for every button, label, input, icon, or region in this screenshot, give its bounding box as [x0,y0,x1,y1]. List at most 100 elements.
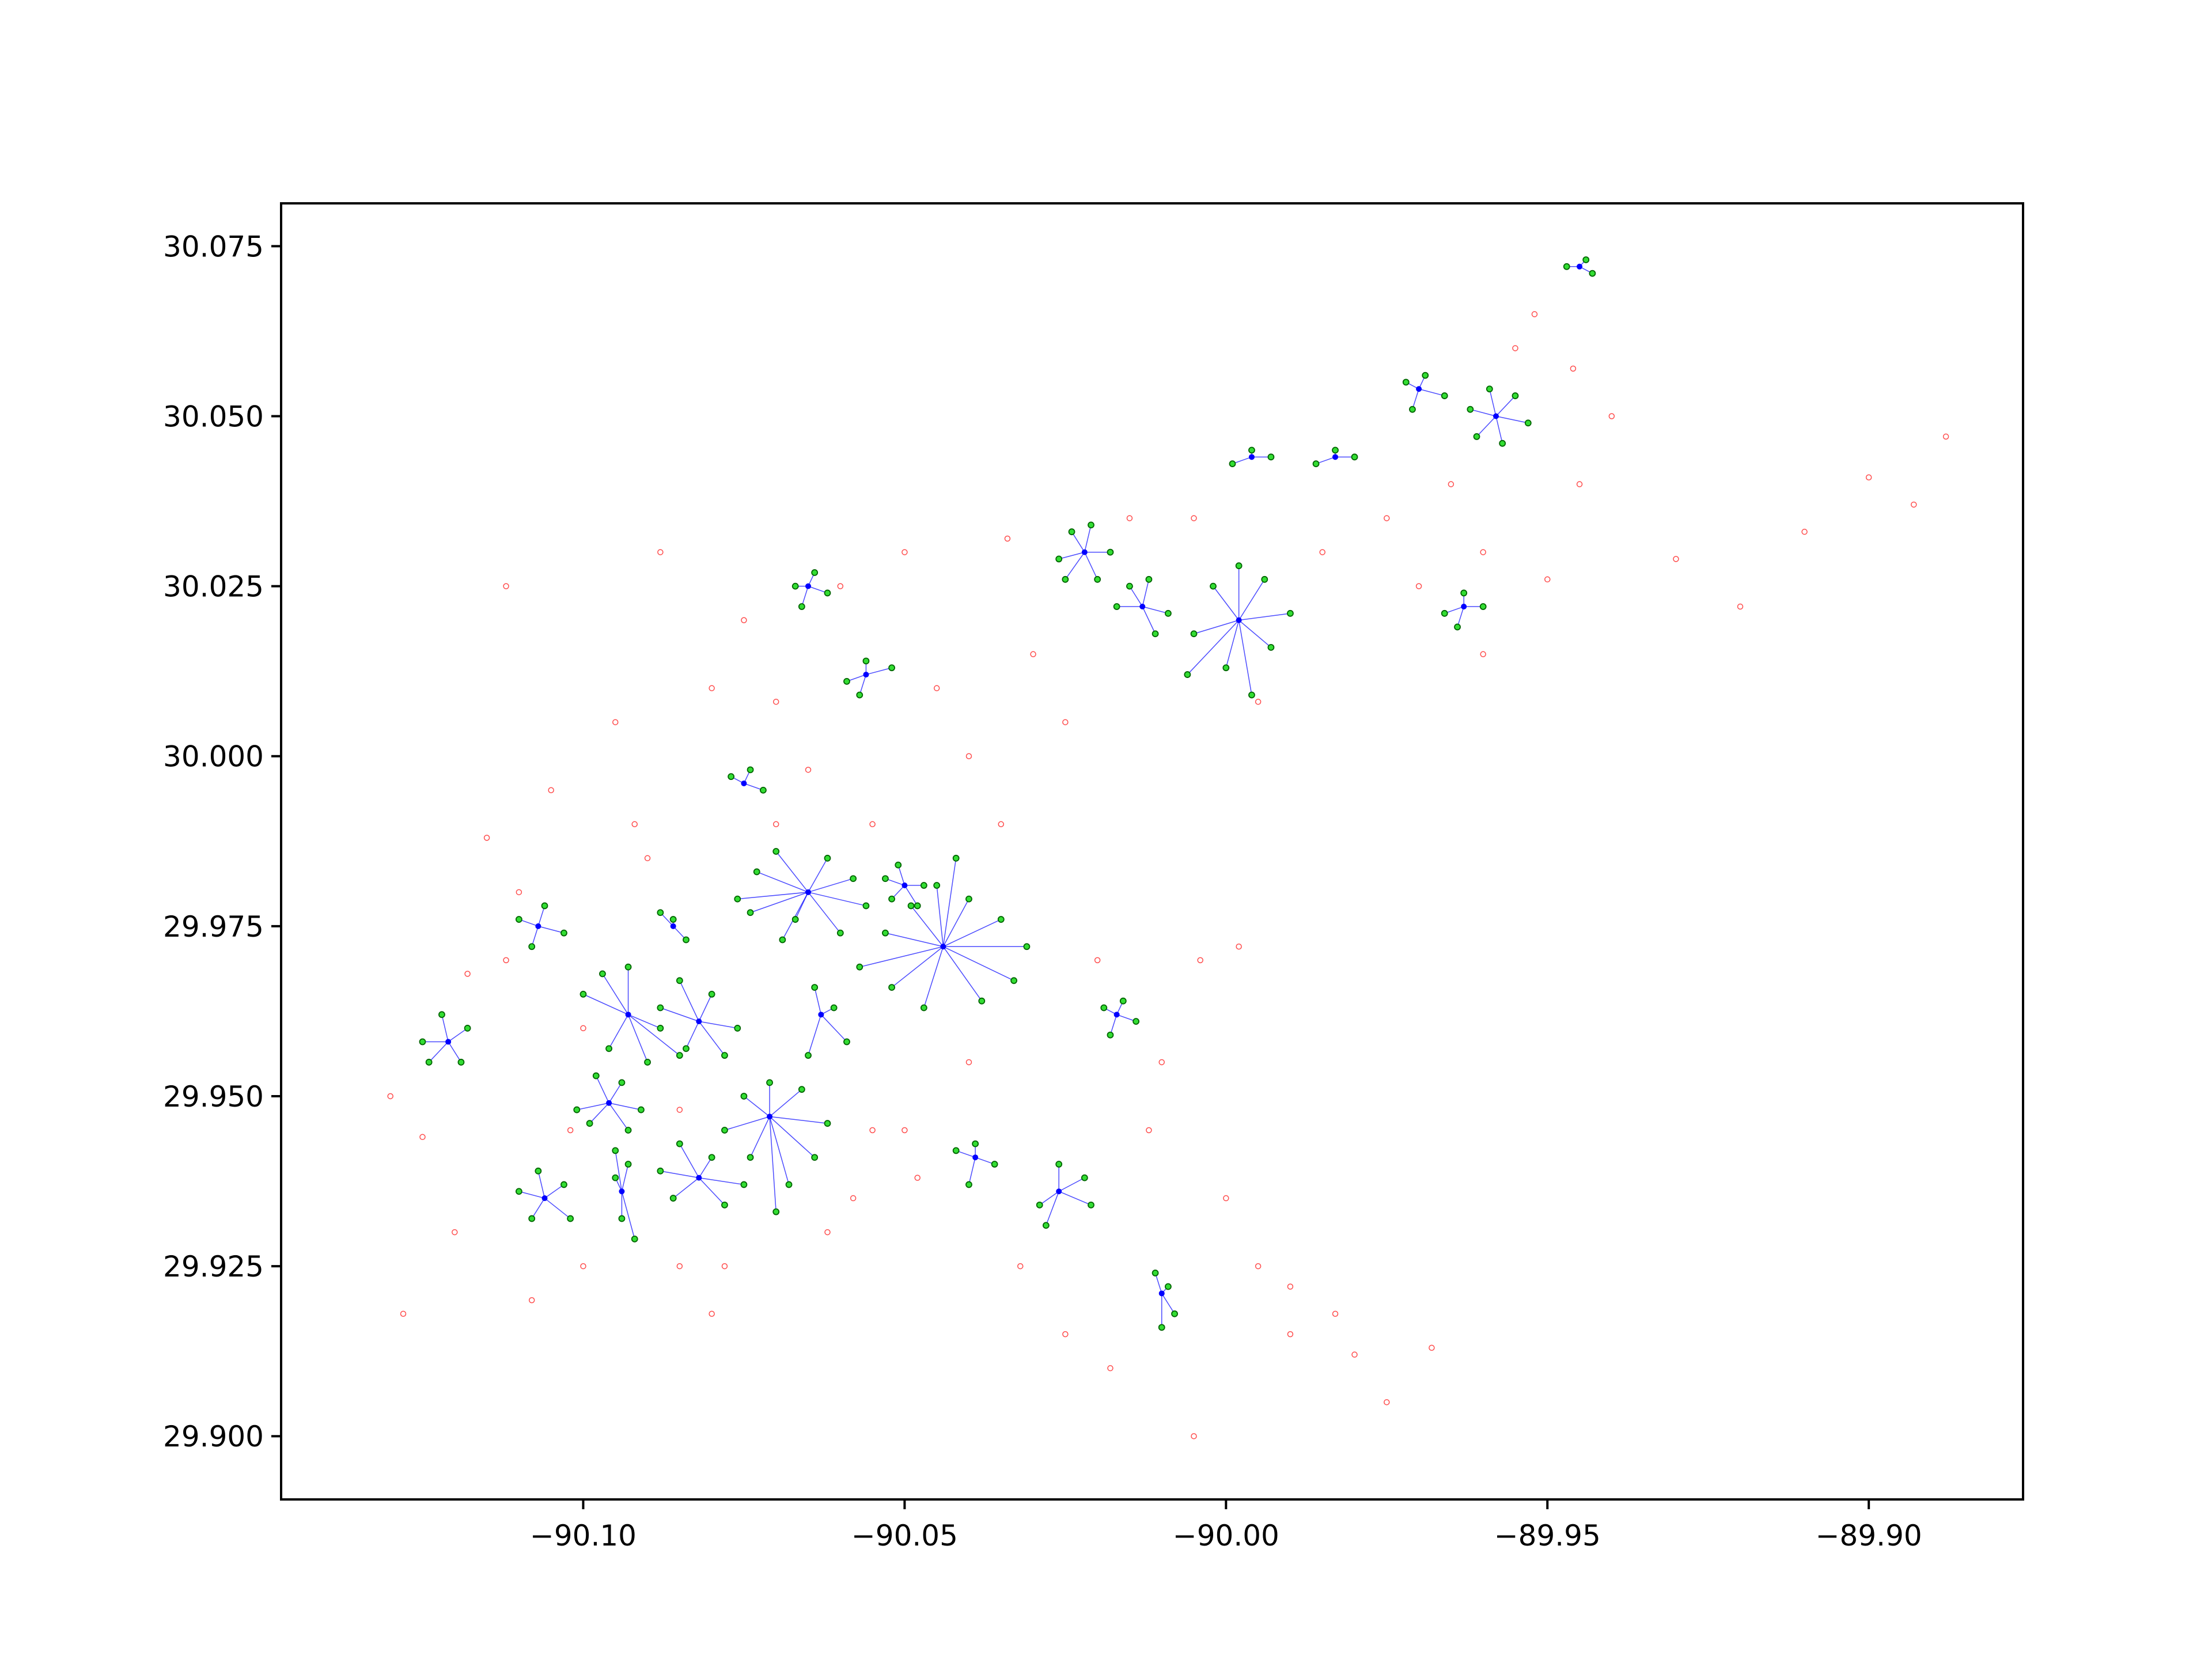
member-point [1055,1161,1063,1168]
member-link [537,1171,546,1199]
member-point [811,984,819,991]
member-point [683,936,690,944]
member-point [933,882,941,889]
noise-point [1287,1283,1294,1290]
member-link [448,1028,468,1043]
noise-point [805,767,812,773]
member-point [515,1188,522,1195]
noise-point [741,617,747,623]
cluster-center [1113,1012,1120,1018]
noise-point [631,821,638,828]
noise-point [580,1263,586,1270]
member-link [743,1096,770,1117]
member-link [782,892,809,940]
member-point [1145,575,1153,583]
member-point [907,902,915,910]
y-tick-label: 29.925 [163,1250,264,1283]
noise-point [1448,481,1455,487]
noise-point [1480,549,1486,555]
member-link [544,1184,565,1199]
cluster-center [1493,413,1499,419]
member-link [737,892,809,900]
cluster-center [1056,1188,1062,1195]
member-point [850,875,857,882]
cluster-center [767,1113,773,1120]
member-point [843,677,850,685]
member-link [628,1014,680,1056]
member-link [698,994,713,1022]
member-point [1036,1201,1043,1209]
noise-point [1332,1310,1339,1317]
member-point [1094,575,1101,583]
member-point [747,766,754,774]
noise-point [772,821,779,828]
member-link [808,585,828,594]
noise-point [580,1025,586,1032]
member-point [798,603,805,610]
member-point [791,582,799,590]
member-point [972,1140,979,1147]
member-point [1422,372,1429,379]
noise-point [1223,1195,1229,1202]
member-point [836,929,844,937]
member-point [605,1045,612,1052]
member-link [1142,606,1169,614]
cluster-center [1081,549,1088,555]
member-point [1351,453,1358,461]
member-point [1152,630,1159,638]
member-link [942,899,969,947]
member-point [1088,521,1094,529]
member-point [1441,609,1448,617]
member-point [425,1059,433,1066]
noise-point [1570,365,1577,372]
cluster-center [940,944,946,950]
cluster-center [696,1175,702,1181]
member-link [608,1103,642,1111]
noise-point [452,1229,458,1236]
cluster-center [1139,604,1146,610]
member-point [669,1195,677,1202]
noise-point [709,1310,715,1317]
member-point [728,773,735,781]
noise-point [1544,576,1551,583]
member-point [1460,589,1468,597]
cluster-center [1236,617,1242,623]
member-point [1184,671,1191,678]
member-point [1467,406,1474,413]
member-link [1412,389,1419,410]
member-point [644,1059,651,1066]
member-point [1229,460,1236,468]
member-link [1476,415,1497,437]
member-link [1058,1177,1085,1192]
member-link [904,885,918,906]
member-point [1107,548,1114,556]
cluster-center [696,1018,702,1025]
noise-point [902,549,908,555]
member-point [1312,460,1320,468]
member-link [698,1021,725,1056]
noise-point [483,835,490,841]
noise-point [998,821,1005,828]
member-point [573,1106,581,1113]
x-tick-label: −90.05 [851,1519,958,1552]
member-point [1132,1018,1140,1025]
member-link [923,946,944,1008]
x-tick-label: −89.95 [1494,1519,1601,1552]
noise-point [1255,1263,1262,1270]
member-link [1109,1014,1118,1035]
y-tick-label: 29.975 [163,910,264,944]
member-link [685,1021,699,1049]
member-point [1582,256,1590,263]
member-point [805,1052,812,1059]
member-point [1479,603,1487,610]
member-link [673,1177,699,1199]
cluster-center [902,882,908,889]
member-point [1062,575,1069,583]
member-point [779,936,786,944]
member-point [920,1004,927,1012]
noise-point [772,699,779,705]
member-link [769,1089,802,1117]
noise-point [1531,311,1538,317]
member-point [843,1038,850,1046]
member-link [1232,456,1252,464]
